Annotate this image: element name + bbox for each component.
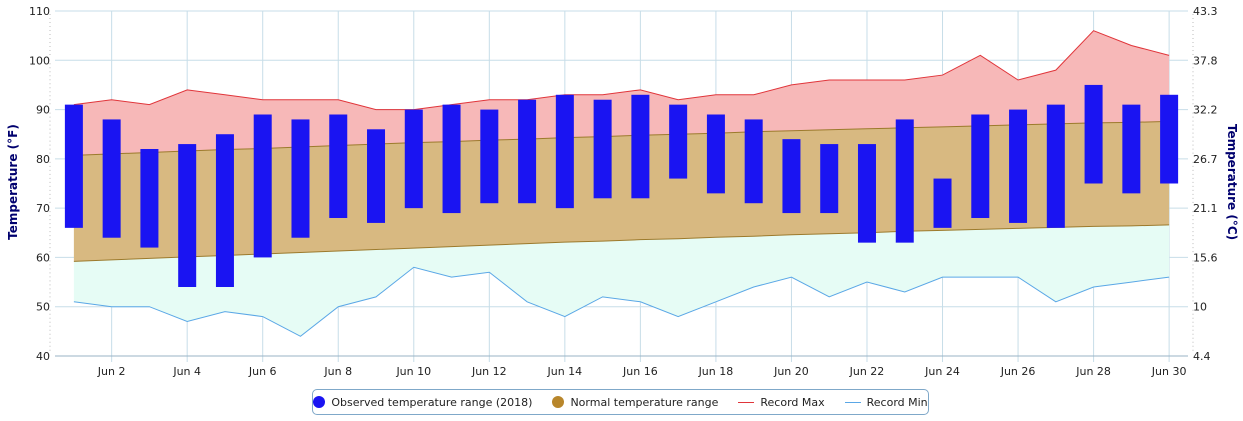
y-tick-left-90: 90 bbox=[36, 104, 50, 117]
observed-bar bbox=[291, 119, 310, 238]
y-tick-right-2: 15.6 bbox=[1193, 251, 1218, 264]
observed-bar bbox=[706, 114, 725, 194]
legend-label-record-min: Record Min bbox=[866, 395, 928, 409]
x-tick-label: Jun 2 bbox=[97, 365, 126, 378]
observed-bar bbox=[555, 94, 574, 209]
y-axis-title-right: Temperature (°C) bbox=[1225, 124, 1239, 240]
observed-bar bbox=[102, 119, 121, 238]
observed-bar bbox=[857, 144, 876, 243]
observed-bar bbox=[518, 99, 537, 204]
observed-bar bbox=[820, 144, 839, 214]
observed-bar bbox=[442, 104, 461, 214]
y-tick-right-6: 37.8 bbox=[1193, 54, 1218, 67]
y-axis-title-left: Temperature (°F) bbox=[6, 124, 20, 240]
record-max-swatch-icon bbox=[738, 401, 755, 403]
y-tick-left-110: 110 bbox=[29, 5, 50, 18]
x-tick-label: Jun 22 bbox=[849, 365, 885, 378]
y-tick-right-3: 21.1 bbox=[1193, 202, 1218, 215]
observed-bar bbox=[480, 109, 499, 204]
y-tick-left-80: 80 bbox=[36, 153, 50, 166]
observed-bar bbox=[669, 104, 688, 179]
legend-label-observed: Observed temperature range (2018) bbox=[331, 395, 533, 409]
y-tick-right-1: 10 bbox=[1193, 301, 1207, 314]
observed-bar bbox=[1122, 104, 1141, 194]
observed-bar bbox=[1084, 84, 1103, 184]
x-tick-label: Jun 6 bbox=[248, 365, 277, 378]
x-tick-label: Jun 10 bbox=[395, 365, 431, 378]
observed-bar bbox=[593, 99, 612, 199]
record-min-swatch-icon bbox=[844, 401, 861, 403]
record-min-area bbox=[73, 224, 1170, 337]
y-tick-left-60: 60 bbox=[36, 251, 50, 264]
axis-layer: 40 4.4 50 10 60 15.6 70 21.1 80 26.7 90 32.2 100 37.8… bbox=[29, 5, 1218, 378]
legend-item-record-max[interactable]: Record Max bbox=[738, 395, 825, 409]
observed-bar bbox=[178, 144, 197, 287]
record-max-line bbox=[73, 30, 1170, 111]
legend-item-record-min[interactable]: Record Min bbox=[844, 395, 928, 409]
area-layer bbox=[73, 30, 1170, 337]
x-tick-label: Jun 18 bbox=[698, 365, 734, 378]
observed-bar bbox=[933, 178, 952, 228]
observed-bars bbox=[64, 84, 1179, 287]
observed-bar bbox=[253, 114, 272, 258]
observed-swatch-icon bbox=[313, 396, 326, 408]
x-tick-label: Jun 26 bbox=[1000, 365, 1036, 378]
x-tick-label: Jun 16 bbox=[622, 365, 658, 378]
y-tick-left-50: 50 bbox=[36, 301, 50, 314]
x-tick-label: Jun 8 bbox=[323, 365, 352, 378]
y-tick-left-40: 40 bbox=[36, 350, 50, 363]
legend-label-record-max: Record Max bbox=[760, 395, 825, 409]
observed-bar bbox=[1160, 94, 1179, 184]
record-min-line bbox=[73, 266, 1170, 337]
observed-bar bbox=[404, 109, 423, 209]
observed-bar bbox=[782, 139, 801, 214]
y-tick-left-70: 70 bbox=[36, 202, 50, 215]
x-tick-label: Jun 30 bbox=[1151, 365, 1187, 378]
y-tick-right-4: 26.7 bbox=[1193, 153, 1218, 166]
observed-bar bbox=[971, 114, 990, 218]
y-tick-right-7: 43.3 bbox=[1193, 5, 1218, 18]
observed-bar bbox=[367, 129, 386, 223]
x-tick-label: Jun 28 bbox=[1075, 365, 1111, 378]
record-max-area bbox=[73, 30, 1170, 156]
observed-bar bbox=[1009, 109, 1028, 223]
observed-bar bbox=[329, 114, 348, 218]
x-tick-label: Jun 14 bbox=[547, 365, 583, 378]
x-tick-label: Jun 4 bbox=[172, 365, 201, 378]
y-tick-right-0: 4.4 bbox=[1193, 350, 1211, 363]
observed-bar bbox=[64, 104, 83, 228]
observed-bar bbox=[215, 134, 234, 287]
observed-bar bbox=[631, 94, 650, 199]
x-tick-label: Jun 20 bbox=[773, 365, 809, 378]
legend-item-normal[interactable]: Normal temperature range bbox=[552, 396, 718, 409]
x-tick-label: Jun 12 bbox=[471, 365, 507, 378]
y-tick-right-5: 32.2 bbox=[1193, 104, 1218, 117]
observed-bar bbox=[744, 119, 763, 204]
legend-label-normal: Normal temperature range bbox=[570, 395, 719, 409]
normal-swatch-icon bbox=[552, 396, 565, 408]
x-tick-label: Jun 24 bbox=[924, 365, 960, 378]
normal-range-area bbox=[73, 121, 1170, 262]
observed-bar bbox=[895, 119, 914, 243]
observed-bar bbox=[1046, 104, 1065, 228]
chart-legend: Observed temperature range (2018) Normal… bbox=[312, 389, 929, 415]
observed-bar bbox=[140, 149, 159, 248]
legend-item-observed[interactable]: Observed temperature range (2018) bbox=[313, 396, 532, 409]
y-tick-left-100: 100 bbox=[29, 54, 50, 67]
